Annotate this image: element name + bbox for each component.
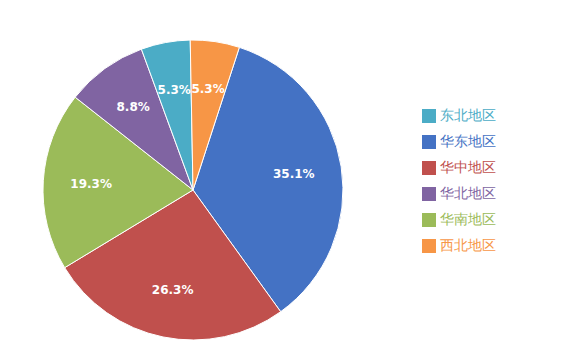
- html-text:华东地区: 华东地区: [440, 133, 496, 149]
- svg-text:26.3%: 26.3%: [152, 283, 194, 297]
- html-text:西北地区: 西北地区: [440, 237, 496, 253]
- svg-text:5.3%: 5.3%: [158, 83, 191, 97]
- svg-text:35.1%: 35.1%: [273, 167, 315, 181]
- html-text:华中地区: 华中地区: [440, 159, 496, 175]
- svg-text:19.3%: 19.3%: [70, 177, 112, 191]
- html-text:华北地区: 华北地区: [440, 185, 496, 201]
- svg-text:8.8%: 8.8%: [116, 100, 149, 114]
- svg-text:5.3%: 5.3%: [191, 82, 224, 96]
- html-text:华南地区: 华南地区: [440, 211, 496, 227]
- html-text:东北地区: 东北地区: [440, 107, 496, 123]
